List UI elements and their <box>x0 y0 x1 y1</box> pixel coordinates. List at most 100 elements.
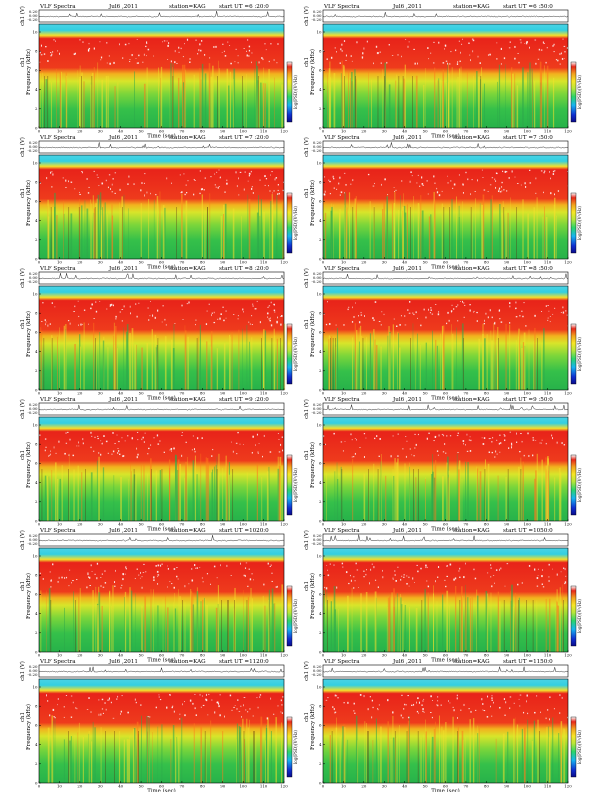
spectral-speckle <box>184 43 185 45</box>
spectral-speckle <box>114 585 116 587</box>
spectral-streak <box>156 344 158 390</box>
spectral-speckle <box>117 695 119 698</box>
spectral-speckle <box>333 178 335 180</box>
spectral-streak <box>524 724 526 783</box>
spectral-streak <box>168 459 171 521</box>
spectral-streak <box>136 344 137 390</box>
spectral-speckle <box>145 41 148 44</box>
spectral-streak <box>113 335 114 390</box>
spectral-streak <box>360 325 362 390</box>
spectral-speckle <box>186 38 189 41</box>
spectral-streak <box>106 214 108 259</box>
spectral-speckle <box>140 704 142 706</box>
spectral-speckle <box>68 180 69 183</box>
time-tick-label: 90 <box>220 783 225 788</box>
spectral-speckle <box>68 454 70 456</box>
spectral-streak <box>364 721 366 783</box>
spectral-speckle <box>490 438 492 439</box>
spectral-streak <box>395 80 397 128</box>
spectral-streak <box>79 198 81 259</box>
spectral-speckle <box>101 708 104 710</box>
spectral-streak <box>554 197 556 259</box>
spectral-speckle <box>489 53 491 56</box>
spectral-streak <box>382 209 384 259</box>
spectral-speckle <box>230 441 232 443</box>
spectral-streak <box>496 340 499 390</box>
spectral-streak <box>518 597 520 652</box>
colorbar-label: log(PSD)(V²/Hz) <box>577 337 582 371</box>
spectral-speckle <box>99 41 101 43</box>
spectral-speckle <box>108 697 110 700</box>
spectral-speckle <box>344 441 346 442</box>
spectra-panel: VLF Spectra Jul6 ,2011 station=KAG start UT… <box>303 4 582 140</box>
spectral-speckle <box>65 179 67 182</box>
spectral-speckle <box>118 43 120 46</box>
spectral-speckle <box>428 58 430 60</box>
freq-tick-label: 10 <box>317 291 322 296</box>
spectral-speckle <box>489 309 491 312</box>
spectral-streak <box>128 478 130 521</box>
spectral-speckle <box>411 454 413 456</box>
spectral-speckle <box>345 54 347 57</box>
spectral-speckle <box>131 437 134 440</box>
spectral-streak <box>329 77 332 128</box>
spectral-streak <box>451 198 453 259</box>
freq-tick-label: 8 <box>319 704 322 709</box>
spectral-streak <box>162 205 165 259</box>
spectral-speckle <box>433 440 435 442</box>
spectral-speckle <box>205 323 208 326</box>
spectral-streak <box>514 73 516 128</box>
spectral-streak <box>467 597 469 652</box>
spectral-streak <box>239 726 242 783</box>
spectral-streak <box>141 347 143 390</box>
spectral-speckle <box>524 182 526 185</box>
spectral-speckle <box>44 449 46 452</box>
spectral-speckle <box>484 319 485 322</box>
spectral-speckle <box>514 45 516 48</box>
spectral-speckle <box>564 582 566 585</box>
time-tick-label: 0 <box>38 652 41 657</box>
spectral-speckle <box>353 710 355 712</box>
freq-ylabel-channel: ch1 <box>20 319 26 329</box>
spectral-streak <box>97 605 99 652</box>
spectral-speckle <box>350 433 352 436</box>
spectral-speckle <box>82 442 84 445</box>
spectral-speckle <box>239 443 241 445</box>
spectral-streak <box>268 68 270 128</box>
spectrogram-image <box>323 548 568 652</box>
spectral-streak <box>97 194 100 259</box>
time-tick-label: 40 <box>402 259 407 264</box>
spectral-speckle <box>200 706 202 709</box>
spectral-speckle <box>536 585 539 587</box>
spectral-speckle <box>343 702 345 704</box>
spectral-speckle <box>98 184 100 186</box>
spectral-streak <box>98 456 100 521</box>
spectral-speckle <box>549 171 550 173</box>
panel-start-ut: start UT =9 :20:0 <box>219 397 269 403</box>
time-tick-label: 90 <box>504 390 509 395</box>
spectral-streak <box>119 207 121 259</box>
spectral-speckle <box>269 317 271 319</box>
spectral-streak <box>146 715 148 783</box>
spectral-speckle <box>516 441 518 443</box>
spectral-speckle <box>218 169 220 171</box>
spectral-speckle <box>526 40 528 44</box>
spectral-speckle <box>465 444 466 446</box>
spectral-speckle <box>535 192 537 194</box>
colorbar <box>570 454 577 516</box>
spectral-speckle <box>100 713 102 716</box>
spectral-speckle <box>232 450 234 453</box>
time-tick-label: 0 <box>322 390 325 395</box>
time-tick-label: 110 <box>260 259 268 264</box>
spectral-streak <box>446 83 448 128</box>
spectral-streak <box>41 331 43 390</box>
spectral-streak <box>380 453 382 521</box>
spectral-speckle <box>456 697 458 700</box>
spectral-streak <box>518 328 520 390</box>
spectral-streak <box>200 453 202 521</box>
time-tick-label: 80 <box>200 390 205 395</box>
spectral-speckle <box>59 52 60 55</box>
spectral-speckle <box>437 313 440 316</box>
spectral-speckle <box>519 315 521 317</box>
spectral-speckle <box>199 566 201 568</box>
